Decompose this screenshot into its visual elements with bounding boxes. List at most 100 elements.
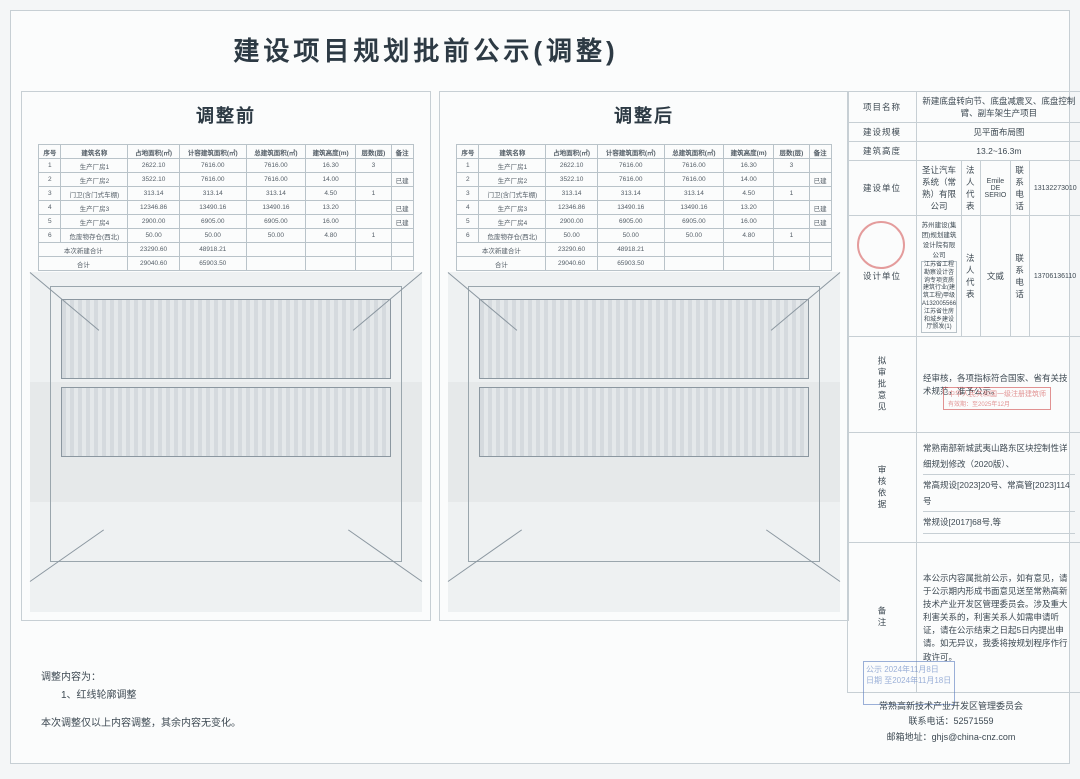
summary-label: 本次新建合计 [457, 243, 546, 257]
cell: 生产厂房3 [61, 201, 128, 215]
cell: 生产厂房3 [479, 201, 546, 215]
col-header: 建筑高度(m) [723, 145, 773, 159]
reg-stamp: 中华人民共和国一级注册建筑师 有效期：至2025年12月 [943, 387, 1051, 410]
stamp-label: 公示 [866, 665, 882, 674]
col-header: 总建筑面积(㎡) [246, 145, 305, 159]
cell [356, 201, 391, 215]
cell: 4 [39, 201, 61, 215]
contact-block: 常熟高新技术产业开发区管理委员会 联系电话：52571559 邮箱地址：ghjs… [851, 699, 1051, 745]
cell: 4 [457, 201, 479, 215]
field-label: 建设规模 [848, 123, 917, 142]
cell: 13490.16 [246, 201, 305, 215]
table-row: 2生产厂房23522.107616.007616.0014.00已建 [457, 173, 831, 187]
field-label: 联系电话 [1011, 161, 1030, 216]
cell: 5 [39, 215, 61, 229]
cell: 3 [457, 187, 479, 201]
cell [774, 201, 809, 215]
cell: 生产厂房2 [61, 173, 128, 187]
cell: 6905.00 [597, 215, 664, 229]
cell: 12346.86 [546, 201, 597, 215]
table-row: 4生产厂房312346.8613490.1613490.1613.20已建 [457, 201, 831, 215]
cell: 1 [774, 187, 809, 201]
plan-site-outline [468, 286, 820, 562]
cell [391, 187, 413, 201]
cell: 2622.10 [546, 159, 597, 173]
cell: 313.14 [664, 187, 723, 201]
cell: 3 [774, 159, 809, 173]
phone2: 13706136110 [1029, 216, 1080, 337]
cell: 23290.60 [546, 243, 597, 257]
reg-stamp-date: 有效期：至2025年12月 [948, 402, 1010, 408]
design-value: 苏州建设(集团)规划建筑设计院有限公司 [922, 222, 957, 259]
cell: 已建 [391, 173, 413, 187]
design-contact: 文威 [980, 216, 1011, 337]
info-panel: 项目名称 新建底盘转向节、底盘减震叉、底盘控制臂、副车架生产项目 建设规模 见平… [847, 91, 1061, 755]
col-header: 序号 [39, 145, 61, 159]
cell: 313.14 [597, 187, 664, 201]
cell: 23290.60 [128, 243, 179, 257]
cell: 50.00 [546, 229, 597, 243]
field-label: 建筑高度 [848, 142, 917, 161]
cell: 12346.86 [128, 201, 179, 215]
panel-before: 调整前 序号建筑名称占地面积(㎡)计容建筑面积(㎡)总建筑面积(㎡)建筑高度(m… [21, 91, 431, 621]
col-header: 序号 [457, 145, 479, 159]
summary-label: 合计 [457, 257, 546, 271]
cell: 7616.00 [246, 173, 305, 187]
cell [774, 215, 809, 229]
col-header: 总建筑面积(㎡) [664, 145, 723, 159]
height-value: 13.2~16.3m [917, 142, 1080, 161]
field-label: 联系电话 [1011, 216, 1030, 337]
cell: 313.14 [128, 187, 179, 201]
siteplan-before [30, 272, 422, 612]
cell: 14.00 [305, 173, 355, 187]
cell: 50.00 [179, 229, 246, 243]
adjustment-notes: 调整内容为： 1、红线轮廓调整 本次调整仅以上内容调整，其余内容无变化。 [41, 669, 241, 733]
summary-label: 合计 [39, 257, 128, 271]
plan-building [61, 387, 391, 457]
design-unit-cell: 苏州建设(集团)规划建筑设计院有限公司 江苏省工程勘察设计咨询专项资质 建筑行业… [917, 216, 962, 337]
cell: 6905.00 [179, 215, 246, 229]
cell [723, 243, 773, 257]
cell [391, 159, 413, 173]
cell: 2 [457, 173, 479, 187]
cell: 生产厂房1 [61, 159, 128, 173]
cell: 16.00 [305, 215, 355, 229]
cell: 门卫(含门式车棚) [61, 187, 128, 201]
table-row: 6危废物存仓(西北)50.0050.0050.004.801 [39, 229, 413, 243]
reg-stamp-text: 中华人民共和国一级注册建筑师 [948, 391, 1046, 398]
cell: 4.50 [723, 187, 773, 201]
cell: 50.00 [128, 229, 179, 243]
cell [356, 215, 391, 229]
stamp-date: 2024年11月8日 [884, 665, 939, 674]
note-line: 调整内容为： [41, 669, 241, 687]
cell: 1 [356, 187, 391, 201]
cell [246, 257, 305, 271]
cell: 生产厂房4 [479, 215, 546, 229]
cell: 50.00 [664, 229, 723, 243]
basis-line: 常熟南部新城武夷山路东区块控制性详细规划修改（2020版）、 [923, 440, 1075, 472]
cell: 13.20 [723, 201, 773, 215]
contact-tel: 联系电话：52571559 [851, 714, 1051, 729]
spec-table-before: 序号建筑名称占地面积(㎡)计容建筑面积(㎡)总建筑面积(㎡)建筑高度(m)层数(… [38, 144, 413, 271]
cell: 16.30 [723, 159, 773, 173]
cell: 50.00 [246, 229, 305, 243]
cell: 65903.50 [597, 257, 664, 271]
cell [809, 229, 831, 243]
cell: 危废物存仓(西北) [479, 229, 546, 243]
cell: 4.50 [305, 187, 355, 201]
cell: 2900.00 [546, 215, 597, 229]
cell: 生产厂房4 [61, 215, 128, 229]
before-label: 调整前 [22, 92, 430, 138]
field-label: 审核依据 [848, 433, 917, 543]
note-line: 本次调整仅以上内容调整，其余内容无变化。 [41, 715, 241, 733]
cell [356, 173, 391, 187]
cell: 13.20 [305, 201, 355, 215]
cell: 3522.10 [546, 173, 597, 187]
cell: 313.14 [179, 187, 246, 201]
field-label: 法人代表 [962, 161, 981, 216]
cell: 7616.00 [597, 159, 664, 173]
cell [664, 243, 723, 257]
cell: 1 [774, 229, 809, 243]
note-line: 1、红线轮廓调整 [41, 687, 241, 705]
cell: 3 [356, 159, 391, 173]
